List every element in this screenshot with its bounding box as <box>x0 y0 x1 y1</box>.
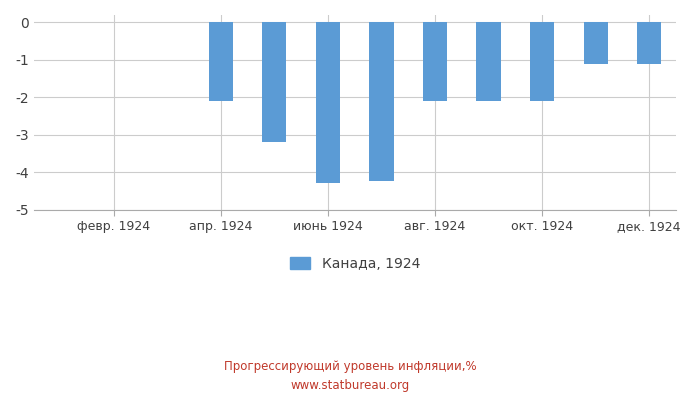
Bar <box>477 22 500 101</box>
Bar <box>423 22 447 101</box>
Bar <box>637 22 661 64</box>
Bar <box>530 22 554 101</box>
Bar <box>370 22 393 182</box>
Bar <box>209 22 233 101</box>
Text: Прогрессирующий уровень инфляции,%
www.statbureau.org: Прогрессирующий уровень инфляции,% www.s… <box>224 360 476 392</box>
Legend: Канада, 1924: Канада, 1924 <box>284 252 426 276</box>
Bar <box>262 22 286 142</box>
Bar <box>316 22 340 183</box>
Bar <box>584 22 608 64</box>
